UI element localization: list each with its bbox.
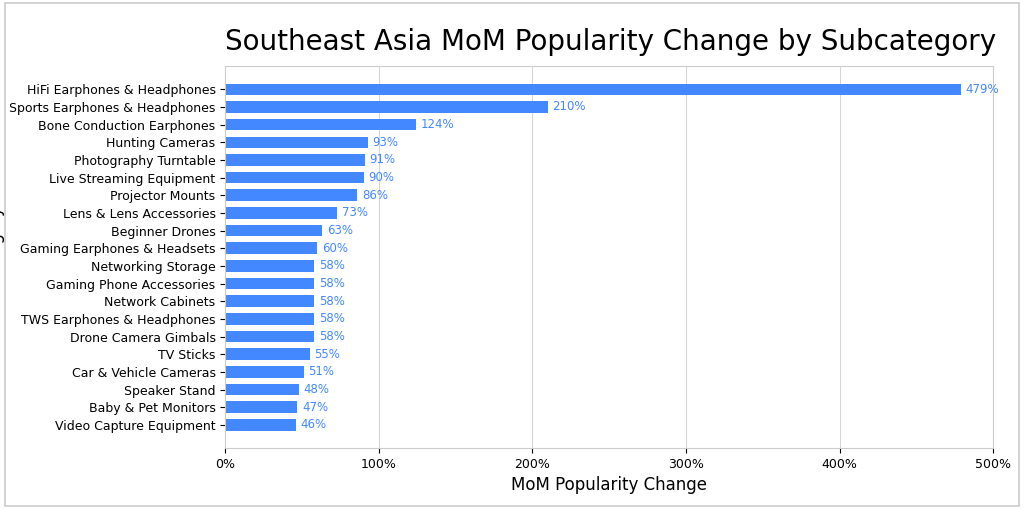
Bar [225,101,548,112]
Text: 46%: 46% [301,418,327,431]
Bar [225,189,357,201]
Text: 93%: 93% [373,136,398,149]
Text: 86%: 86% [362,189,388,202]
Text: 210%: 210% [553,100,586,114]
Text: 91%: 91% [370,153,396,166]
Text: 58%: 58% [319,260,345,272]
Text: 47%: 47% [302,401,329,414]
Text: 124%: 124% [420,118,454,131]
Bar [225,119,416,130]
Bar [225,172,364,183]
Bar [225,419,296,431]
Bar [225,83,961,95]
Bar [225,154,366,165]
Text: 479%: 479% [966,83,999,96]
Text: 90%: 90% [369,171,394,184]
Text: 51%: 51% [308,365,334,378]
Text: 58%: 58% [319,295,345,308]
Bar [225,207,338,219]
Text: 48%: 48% [303,383,330,396]
Bar [225,349,309,360]
Y-axis label: Subcategory: Subcategory [0,205,4,309]
X-axis label: MoM Popularity Change: MoM Popularity Change [511,476,708,494]
Bar [225,331,314,342]
Bar [225,384,299,395]
Bar [225,136,369,148]
Text: 73%: 73% [342,206,368,219]
Bar [225,366,303,378]
Text: 60%: 60% [322,242,348,254]
Bar [225,313,314,325]
Bar [225,260,314,272]
Bar [225,242,317,254]
Bar [225,278,314,289]
Text: Southeast Asia MoM Popularity Change by Subcategory: Southeast Asia MoM Popularity Change by … [225,27,996,55]
Text: 58%: 58% [319,330,345,343]
Text: 58%: 58% [319,313,345,325]
Text: 63%: 63% [327,224,352,237]
Bar [225,225,322,236]
Text: 58%: 58% [319,277,345,290]
Text: 55%: 55% [314,348,340,361]
Bar [225,402,297,413]
Bar [225,295,314,307]
